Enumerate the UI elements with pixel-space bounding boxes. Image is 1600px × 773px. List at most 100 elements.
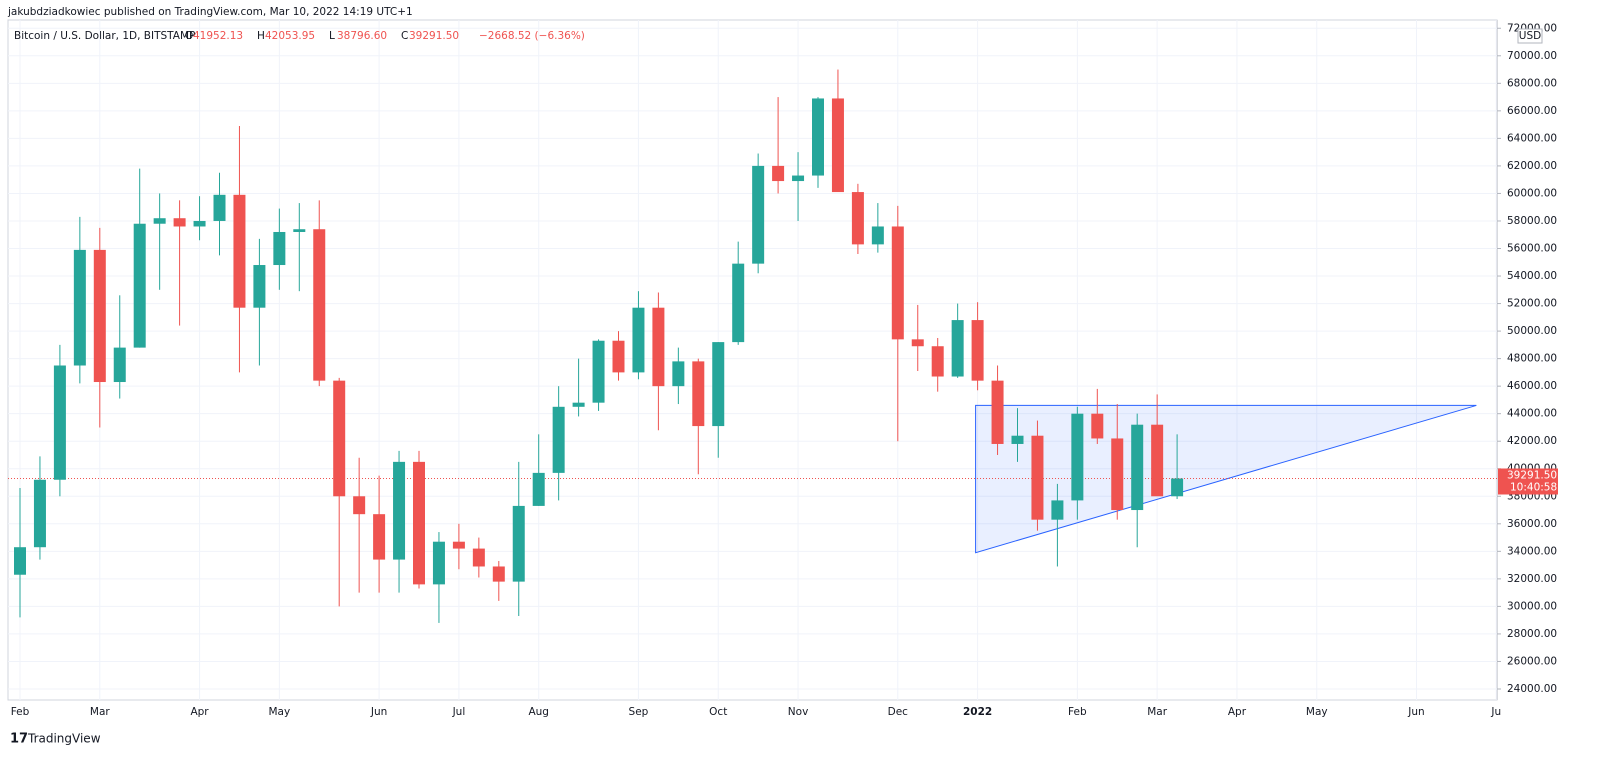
x-tick-label: Aug [528,706,549,718]
candle-body [393,461,406,560]
candle-body [1051,500,1064,520]
y-tick-label: 54000.00 [1507,270,1557,282]
x-tick-label: Apr [1228,706,1247,718]
candle-body [133,223,146,348]
candle-body [851,192,864,245]
x-tick-label: Mar [90,706,110,718]
candle-body [173,218,186,227]
candle-body [532,472,545,506]
candle-body [812,98,824,176]
x-tick-label: Jun [370,706,387,718]
y-tick-label: 24000.00 [1507,683,1557,695]
y-tick-label: 46000.00 [1507,380,1557,392]
y-tick-label: 70000.00 [1507,50,1557,62]
ohlc-value: 42053.95 [265,30,315,42]
y-tick-label: 60000.00 [1507,187,1557,199]
candle-body [432,541,445,585]
candle-body [273,231,286,266]
x-tick-label: 2022 [963,706,992,718]
countdown: 10:40:58 [1510,481,1557,493]
currency-box [1517,28,1543,44]
x-tick-label: Sep [629,706,649,718]
candle-body [113,347,126,383]
x-tick-label: Nov [788,706,809,718]
candle-body [772,165,785,182]
publisher: jakubdziadkowiec published on TradingVie… [7,6,413,18]
y-tick-label: 66000.00 [1507,105,1557,117]
ohlc-key: H [257,30,265,42]
candle-body [871,226,884,245]
y-tick-label: 44000.00 [1507,408,1557,420]
x-tick-label: Jun [1407,706,1424,718]
ohlc-value: 38796.60 [337,30,387,42]
candle-body [951,320,964,377]
candle-body [991,380,1004,444]
candle-body [752,165,765,264]
candle-body [492,566,505,582]
ohlc-value: 39291.50 [409,30,459,42]
y-tick-label: 48000.00 [1507,353,1557,365]
candle-body [1011,435,1024,444]
ohlc-key: C [401,30,408,42]
candle-body [1031,435,1044,520]
candle-body [692,361,705,427]
x-tick-label: Feb [1068,706,1087,718]
candle-body [1151,424,1164,497]
x-tick-label: May [268,706,290,718]
y-tick-label: 58000.00 [1507,215,1557,227]
candle-body [931,346,944,377]
candle-body [93,249,106,383]
y-tick-label: 62000.00 [1507,160,1557,172]
last-price-box [1498,468,1558,495]
x-tick-label: Mar [1147,706,1167,718]
candle-body [1131,424,1144,511]
candle-body [612,340,625,373]
candle-body [353,496,366,515]
y-tick-label: 64000.00 [1507,132,1557,144]
candle-body [732,263,745,343]
candle-body [33,479,46,548]
axes: 24000.00 26000.00 28000.00 30000.00 32000.00… [11,22,1558,718]
candle-body [14,547,26,575]
y-tick-label: 52000.00 [1507,298,1557,310]
change: −2668.52 (−6.36%) [479,30,585,42]
ohlc-value: 41952.13 [193,30,243,42]
ohlc-legend: O 41952.13 H 42053.95 L 38796.60 C 39291.50 −266… [185,30,585,42]
x-tick-label: Ju [1490,706,1501,718]
candle-body [831,98,844,193]
y-tick-label: 68000.00 [1507,77,1557,89]
candle-body [73,249,86,366]
candle-body [792,175,805,182]
candle-body [313,229,326,381]
candle-body [293,229,306,232]
candle-body [153,218,166,224]
currency: USD [1519,30,1541,42]
symbol: Bitcoin / U.S. Dollar, 1D, BITSTAMP [14,30,195,42]
candle-body [891,226,904,340]
last-price-label: 39291.50 [1507,469,1557,481]
y-tick-label: 56000.00 [1507,243,1557,255]
x-tick-label: Apr [190,706,209,718]
candle-body [911,339,924,347]
triangle-pattern [975,404,1477,554]
x-tick-label: Dec [888,706,909,718]
ohlc-key: O [185,30,193,42]
candle-body [632,307,645,373]
candle-body [672,361,685,387]
candle-body [233,194,246,308]
y-tick-label: 26000.00 [1507,655,1557,667]
candle-body [373,514,386,560]
candle-body [213,194,226,221]
candle-body [53,365,66,480]
logo: TradingView [27,732,101,746]
candle-body [572,402,585,407]
x-tick-label: May [1306,706,1328,718]
candle-body [592,340,605,403]
x-tick-label: Oct [709,706,727,718]
candle-body [472,548,485,567]
x-tick-label: Feb [11,706,30,718]
candle-body [712,342,725,427]
candle-body [971,320,984,381]
